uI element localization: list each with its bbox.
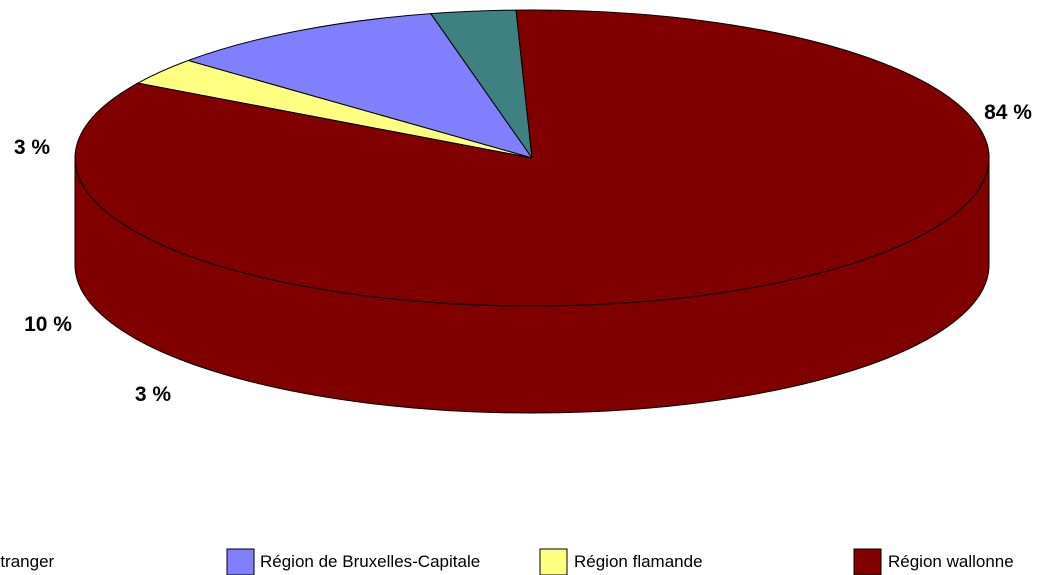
legend-label-flamande: Région flamande [574, 552, 703, 571]
data-label-bruxelles: 10 % [24, 313, 72, 336]
legend-label-bruxelles: Région de Bruxelles-Capitale [260, 552, 480, 571]
data-label-etranger: 3 % [14, 136, 51, 159]
legend-label-wallonne: Région wallonne [888, 552, 1014, 571]
data-labels: 3 % 10 % 3 % 84 % [14, 101, 1032, 406]
data-label-wallonne: 84 % [984, 101, 1032, 124]
pie-slice-wallonne [74, 9, 990, 307]
legend-swatch-bruxelles [226, 548, 255, 575]
data-label-flamande: 3 % [135, 383, 172, 406]
legend: Étranger Région de Bruxelles-Capitale Ré… [0, 548, 1014, 575]
pie-top-faces [74, 9, 990, 307]
legend-swatch-flamande [539, 548, 568, 575]
legend-swatch-wallonne [853, 548, 882, 575]
pie-slice-bruxelles [186, 13, 534, 159]
legend-label-etranger: Étranger [0, 552, 55, 571]
